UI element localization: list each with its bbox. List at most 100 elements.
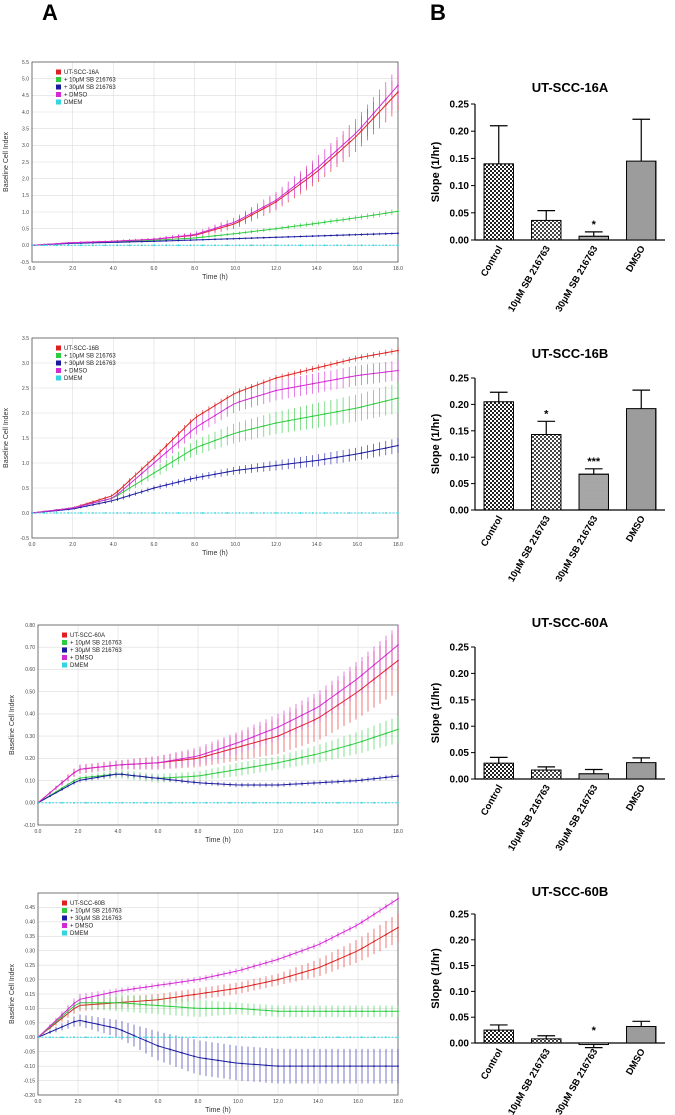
data-point <box>85 767 87 770</box>
data-point <box>250 397 253 399</box>
data-point <box>337 1036 339 1039</box>
legend-entry: + 10μM SB 216763 <box>70 909 122 915</box>
data-point <box>360 512 363 514</box>
data-point <box>277 958 279 961</box>
data-point <box>133 1002 135 1005</box>
category-label: Control <box>479 244 505 279</box>
data-point <box>229 1061 231 1064</box>
data-point <box>169 801 171 804</box>
data-point <box>31 244 33 247</box>
data-point <box>73 1036 75 1039</box>
data-point <box>145 1003 147 1006</box>
data-point <box>214 473 216 476</box>
legend-swatch <box>56 375 61 381</box>
data-point <box>287 374 290 376</box>
legend: UT-SCC-16A + 10μM SB 216763+ 30μM SB 2167… <box>56 69 116 106</box>
data-point <box>85 1036 87 1039</box>
x-tick-label: 8.0 <box>195 829 202 835</box>
data-point <box>145 762 147 765</box>
data-point <box>262 512 265 514</box>
y-axis-label: Baseline Cell Index <box>9 964 16 1024</box>
legend: UT-SCC-60A + 10μM SB 216763+ 30μM SB 2167… <box>62 632 122 669</box>
x-tick-label: 16.0 <box>352 542 362 548</box>
data-point <box>289 783 291 786</box>
data-point <box>169 1048 171 1051</box>
y-tick-label: -0.10 <box>24 823 36 829</box>
data-point <box>384 371 387 373</box>
bar-chart-b3: UT-SCC-60A 0.00 0.05 0.10 0.15 0.20 0.25 Slope … <box>430 615 665 853</box>
data-point <box>397 728 399 731</box>
data-point <box>73 779 75 782</box>
data-point <box>116 244 119 247</box>
data-point <box>250 237 253 240</box>
data-point <box>265 1064 267 1067</box>
bar <box>531 219 562 241</box>
data-point <box>157 984 159 987</box>
data-point <box>289 975 291 978</box>
data-point <box>226 435 229 437</box>
data-point <box>336 149 338 152</box>
data-point <box>325 1010 327 1013</box>
data-point <box>145 1039 147 1042</box>
y-tick-label: 0.30 <box>25 734 35 740</box>
data-point <box>49 795 51 798</box>
data-point <box>337 801 339 804</box>
data-point <box>384 232 387 235</box>
data-point <box>157 1045 159 1047</box>
data-point <box>61 1013 63 1016</box>
data-point <box>165 512 168 514</box>
data-point <box>277 726 279 729</box>
data-point <box>241 784 243 786</box>
data-point <box>133 774 135 777</box>
data-point <box>92 241 94 243</box>
data-point <box>205 752 207 755</box>
data-point <box>157 801 159 804</box>
data-point <box>205 801 207 804</box>
y-axis-label: Baseline Cell Index <box>3 408 10 468</box>
line-chart-a1: -0.50.00.51.01.52.02.53.03.54.04.55.05.5… <box>3 60 403 281</box>
y-tick-label: -0.15 <box>24 1078 36 1084</box>
y-axis-label: Slope (1/hr) <box>430 141 442 202</box>
data-point <box>325 781 327 784</box>
x-tick-label: 8.0 <box>195 1099 202 1105</box>
data-point <box>250 428 253 430</box>
data-point <box>116 498 119 501</box>
data-point <box>384 351 387 354</box>
data-point <box>337 691 339 694</box>
data-point <box>181 776 183 778</box>
data-point <box>349 1036 351 1039</box>
data-point <box>238 469 241 471</box>
category-label: 30μM SB 216763 <box>554 783 601 853</box>
data-point <box>348 138 351 141</box>
x-tick-label: 8.0 <box>191 266 198 272</box>
series-line <box>31 91 399 246</box>
x-tick-label: 0.0 <box>35 829 42 835</box>
data-point <box>189 244 192 247</box>
bar <box>578 1042 609 1046</box>
legend-entry: + DMSO <box>64 93 88 99</box>
bar <box>578 773 609 780</box>
data-point <box>275 227 277 230</box>
bar <box>578 473 609 511</box>
data-point <box>116 512 119 514</box>
data-point <box>349 801 351 804</box>
data-point <box>67 512 70 514</box>
x-tick-label: 16.0 <box>353 829 363 835</box>
data-point <box>299 224 302 227</box>
data-point <box>109 1025 111 1028</box>
data-point <box>385 933 387 936</box>
data-point <box>157 1004 159 1007</box>
data-point <box>372 403 375 405</box>
y-tick-label: 0.10 <box>450 987 470 998</box>
data-point <box>49 1025 51 1027</box>
legend-swatch <box>56 92 61 97</box>
data-point <box>55 244 58 247</box>
data-point <box>348 408 351 411</box>
data-point <box>348 454 351 457</box>
data-point <box>348 512 351 514</box>
y-tick-label: 2.0 <box>22 176 29 182</box>
y-tick-label: 0.40 <box>25 920 35 926</box>
data-point <box>238 237 241 240</box>
data-point <box>325 940 327 942</box>
x-tick-label: 2.0 <box>75 1099 82 1105</box>
